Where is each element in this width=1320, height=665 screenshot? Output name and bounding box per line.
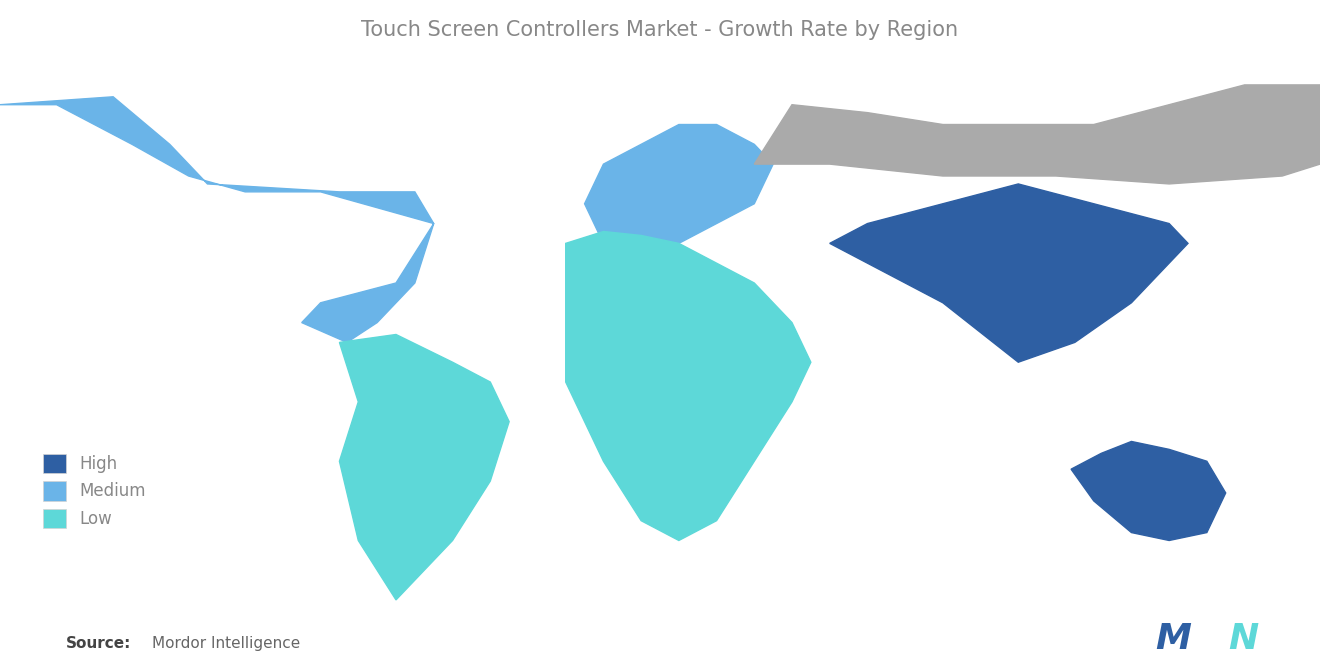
Polygon shape	[1071, 442, 1226, 541]
Text: Mordor Intelligence: Mordor Intelligence	[152, 636, 300, 652]
Polygon shape	[585, 124, 774, 243]
Text: M: M	[1156, 622, 1192, 656]
Polygon shape	[830, 184, 1188, 362]
Text: Touch Screen Controllers Market - Growth Rate by Region: Touch Screen Controllers Market - Growth…	[362, 20, 958, 40]
Text: N: N	[1228, 622, 1258, 656]
Polygon shape	[339, 334, 510, 600]
Text: Source:: Source:	[66, 636, 132, 652]
Legend: High, Medium, Low: High, Medium, Low	[34, 446, 154, 537]
Polygon shape	[0, 97, 434, 342]
Polygon shape	[754, 85, 1320, 184]
Polygon shape	[566, 231, 810, 541]
